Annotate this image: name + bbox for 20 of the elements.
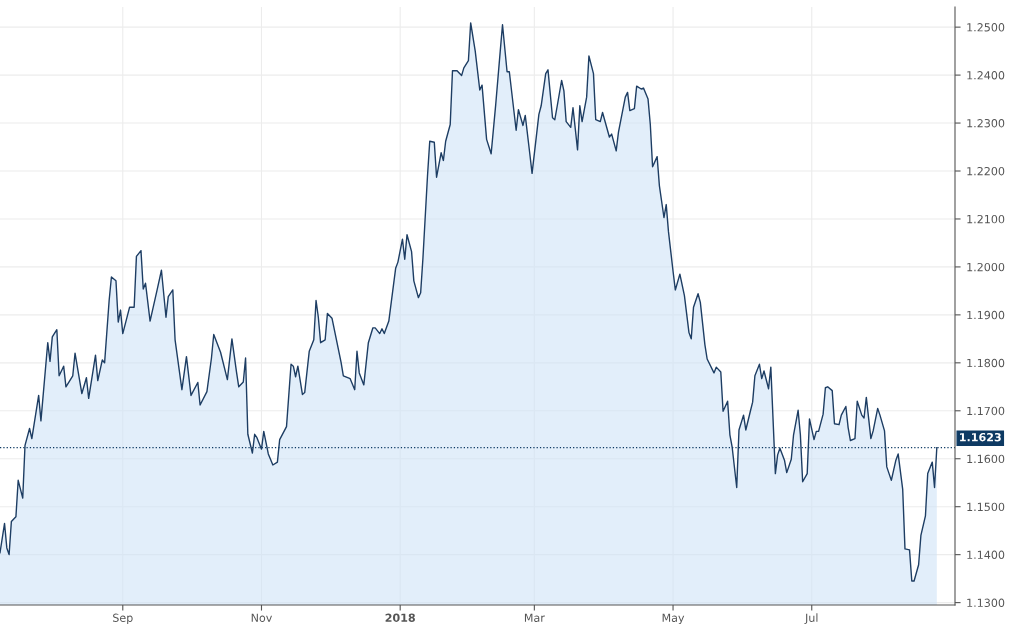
- y-tick-label: 1.1500: [967, 502, 1005, 512]
- y-tick-label: 1.1400: [967, 550, 1005, 560]
- y-tick-label: 1.1700: [967, 406, 1005, 416]
- y-tick-label: 1.2100: [967, 214, 1005, 224]
- y-tick-label: 1.2200: [967, 166, 1005, 176]
- x-tick-label: Sep: [113, 613, 133, 625]
- x-tick-label: Jul: [804, 613, 818, 624]
- y-tick-label: 1.2300: [967, 119, 1005, 128]
- y-tick-label: 1.2400: [967, 71, 1005, 80]
- y-tick-label: 1.1900: [967, 310, 1005, 320]
- y-tick-label: 1.2500: [967, 23, 1005, 32]
- ref-line-label: 1.1623: [960, 432, 1001, 442]
- y-tick-label: 1.1300: [967, 598, 1005, 607]
- y-tick-label: 1.2000: [967, 262, 1005, 272]
- x-tick-label: Nov: [251, 613, 272, 622]
- y-tick-label: 1.1600: [967, 454, 1005, 464]
- x-tick-label: May: [662, 613, 685, 625]
- y-tick-label: 1.1800: [967, 358, 1005, 368]
- x-tick-label: 2018: [385, 613, 415, 622]
- x-tick-label: Mar: [524, 613, 545, 622]
